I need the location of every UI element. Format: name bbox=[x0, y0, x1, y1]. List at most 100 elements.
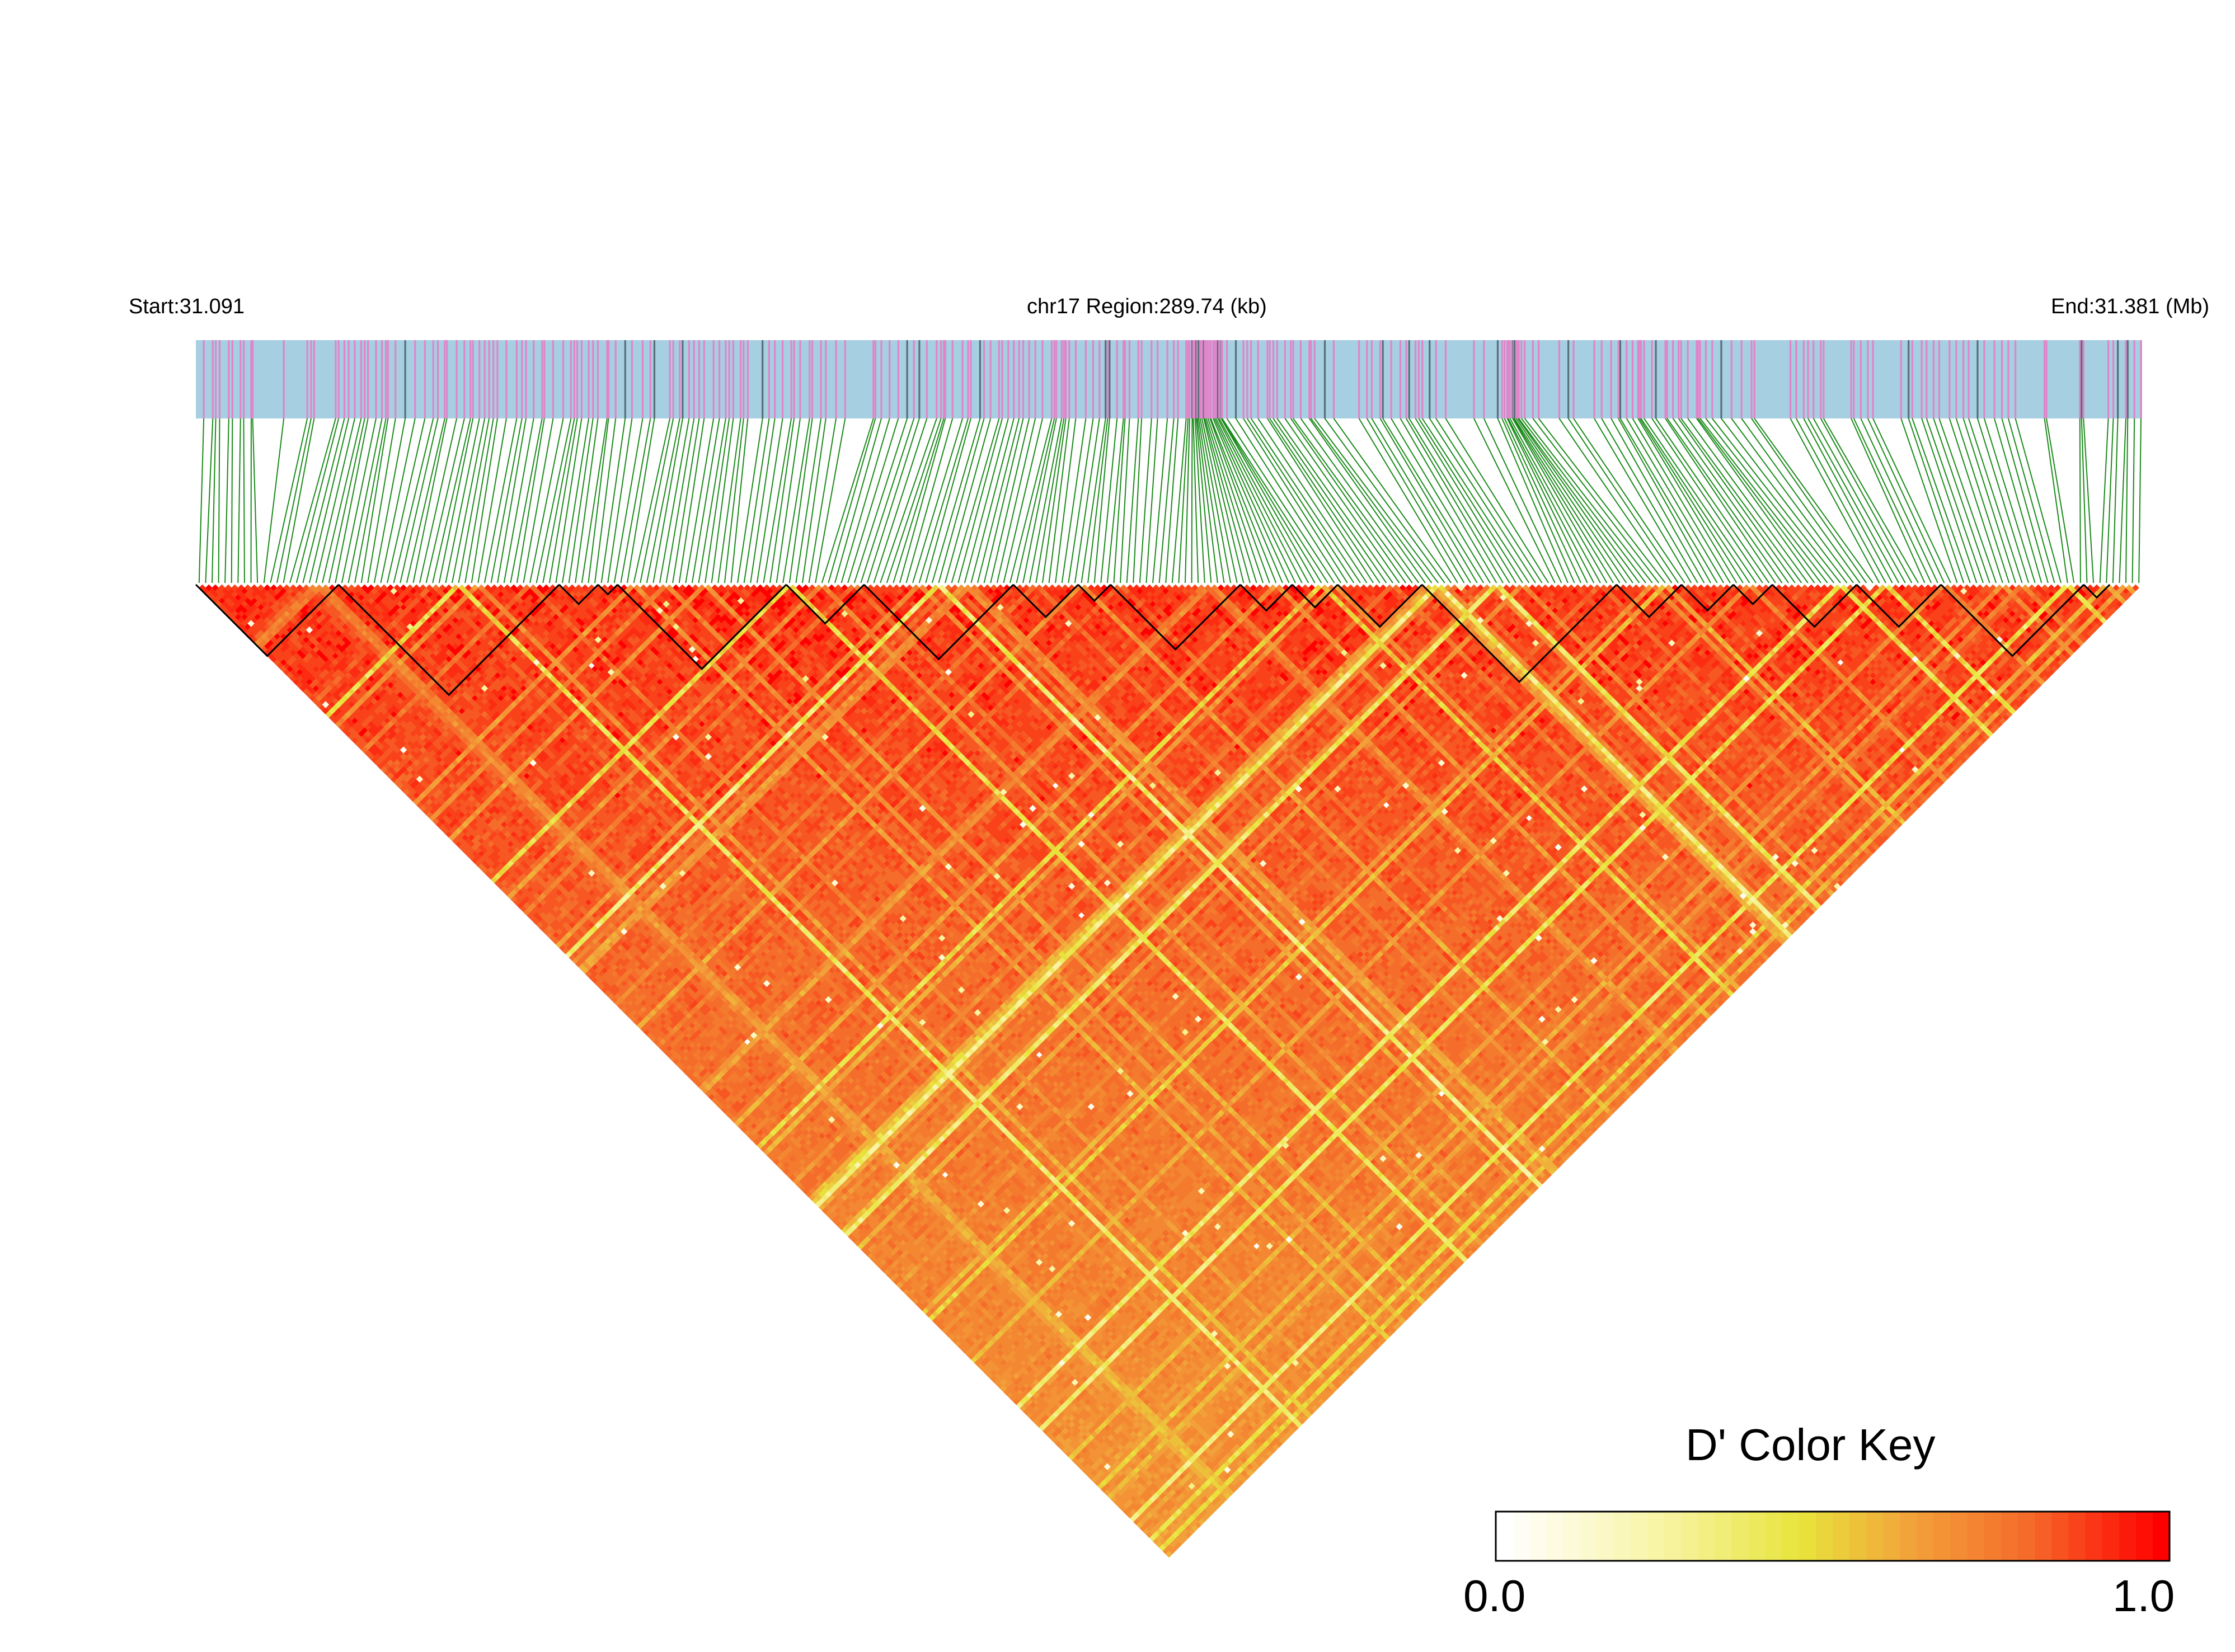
snp-marker bbox=[521, 340, 523, 418]
snp-marker bbox=[414, 340, 416, 418]
snp-marker bbox=[1911, 340, 1913, 418]
snp-marker bbox=[1105, 340, 1107, 418]
color-key-cell bbox=[1731, 1512, 1749, 1561]
snp-marker bbox=[1221, 340, 1223, 418]
snp-marker bbox=[1106, 340, 1109, 418]
ld-cell-group bbox=[588, 607, 1961, 1370]
snp-marker bbox=[552, 340, 555, 418]
snp-marker bbox=[1199, 340, 1201, 418]
snp-marker bbox=[1908, 340, 1910, 418]
snp-marker bbox=[1962, 340, 1965, 418]
snp-marker bbox=[774, 340, 776, 418]
snp-marker bbox=[1664, 340, 1666, 418]
snp-marker bbox=[1210, 340, 1212, 418]
color-key-cell bbox=[1866, 1512, 1884, 1561]
snp-marker bbox=[653, 340, 656, 418]
snp-marker bbox=[641, 340, 644, 418]
snp-marker bbox=[335, 340, 337, 418]
snp-marker bbox=[913, 340, 915, 418]
snp-marker bbox=[1198, 340, 1200, 418]
snp-marker bbox=[743, 340, 745, 418]
snp-marker bbox=[809, 340, 811, 418]
color-key-cell bbox=[2001, 1512, 2018, 1561]
snp-marker bbox=[1750, 340, 1753, 418]
region-label: chr17 Region:289.74 (kb) bbox=[1027, 295, 1267, 318]
snp-marker bbox=[1116, 340, 1118, 418]
haplotype-block-outline bbox=[558, 583, 599, 605]
snp-marker bbox=[1050, 340, 1053, 418]
snp-marker bbox=[1730, 340, 1732, 418]
haplotype-block-outline bbox=[1337, 583, 1423, 628]
snp-marker bbox=[1532, 340, 1534, 418]
snp-marker bbox=[488, 340, 490, 418]
snp-marker bbox=[463, 340, 466, 418]
snp-marker bbox=[1191, 340, 1194, 418]
haplotype-block-outline bbox=[1940, 583, 2084, 657]
snp-marker bbox=[1680, 340, 1682, 418]
snp-marker bbox=[835, 340, 837, 418]
snp-marker bbox=[1637, 340, 1639, 418]
snp-marker bbox=[1520, 340, 1523, 418]
snp-marker bbox=[1250, 340, 1252, 418]
snp-marker bbox=[1600, 340, 1603, 418]
snp-marker bbox=[1028, 340, 1030, 418]
snp-marker bbox=[942, 340, 945, 418]
color-key-title: D' Color Key bbox=[1685, 1420, 1936, 1470]
snp-marker bbox=[1215, 340, 1217, 418]
snp-marker bbox=[1084, 340, 1087, 418]
snp-marker bbox=[926, 340, 928, 418]
snp-marker bbox=[240, 340, 242, 418]
snp-marker bbox=[310, 340, 312, 418]
color-key-cell bbox=[1984, 1512, 2002, 1561]
snp-marker bbox=[1640, 340, 1642, 418]
snp-marker bbox=[1572, 340, 1575, 418]
snp-marker bbox=[1276, 340, 1278, 418]
snp-marker bbox=[1399, 340, 1402, 418]
snp-marker bbox=[1266, 340, 1269, 418]
snp-marker bbox=[387, 340, 389, 418]
snp-marker bbox=[1137, 340, 1139, 418]
snp-marker bbox=[1034, 340, 1036, 418]
snp-marker bbox=[989, 340, 992, 418]
snp-marker bbox=[649, 340, 651, 418]
snp-marker bbox=[597, 340, 599, 418]
color-key-cell bbox=[1815, 1512, 1833, 1561]
start-label: Start:31.091 bbox=[129, 295, 245, 318]
snp-marker bbox=[1651, 340, 1653, 418]
snp-marker bbox=[983, 340, 985, 418]
snp-marker bbox=[1813, 340, 1815, 418]
snp-marker bbox=[606, 340, 608, 418]
haplotype-block-outline bbox=[337, 583, 560, 696]
snp-marker bbox=[2079, 340, 2081, 418]
color-key-cell bbox=[2018, 1512, 2035, 1561]
snp-marker bbox=[1976, 340, 1979, 418]
snp-marker bbox=[1217, 340, 1219, 418]
snp-marker bbox=[2133, 340, 2135, 418]
snp-marker bbox=[1512, 340, 1515, 418]
snp-marker bbox=[825, 340, 827, 418]
snp-marker bbox=[1379, 340, 1382, 418]
snp-marker bbox=[562, 340, 565, 418]
snp-marker bbox=[1151, 340, 1153, 418]
snp-marker bbox=[1626, 340, 1628, 418]
snp-marker bbox=[1610, 340, 1612, 418]
snp-marker bbox=[525, 340, 527, 418]
snp-marker bbox=[967, 340, 969, 418]
color-key-cell bbox=[1715, 1512, 1732, 1561]
snp-marker bbox=[746, 340, 749, 418]
snp-marker bbox=[1332, 340, 1335, 418]
snp-marker bbox=[1515, 340, 1518, 418]
snp-marker bbox=[998, 340, 1000, 418]
color-key-cell bbox=[1765, 1512, 1783, 1561]
snp-marker bbox=[1323, 340, 1326, 418]
snp-marker bbox=[1098, 340, 1101, 418]
ld-triangle-cells bbox=[199, 584, 2139, 1558]
snp-marker bbox=[1140, 340, 1143, 418]
snp-marker bbox=[669, 340, 671, 418]
color-key-cell bbox=[1681, 1512, 1698, 1561]
snp-marker bbox=[1065, 340, 1067, 418]
haplotype-block-outline bbox=[1732, 583, 1773, 605]
snp-marker bbox=[1041, 340, 1044, 418]
color-key-cell bbox=[2152, 1512, 2170, 1561]
